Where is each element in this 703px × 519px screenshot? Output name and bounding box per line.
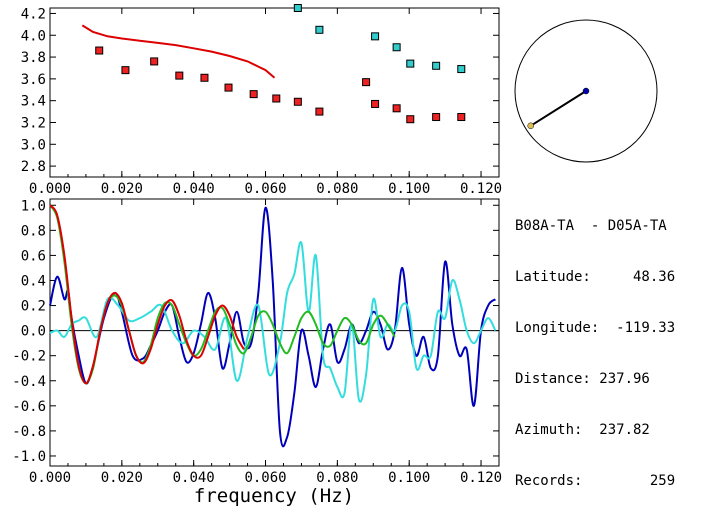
top-data-marks xyxy=(81,4,466,124)
top-y-tick-label: 3.0 xyxy=(21,137,46,153)
top-x-tick-label: 0.120 xyxy=(460,181,502,197)
bottom-x-tick-label: 0.040 xyxy=(173,470,215,486)
red-data-point xyxy=(224,83,233,92)
bottom-y-tick-label: -0.6 xyxy=(12,399,46,415)
station-center-dot xyxy=(582,87,590,95)
red-data-point xyxy=(249,90,258,99)
top-y-tick-label: 3.2 xyxy=(21,115,46,131)
x-axis-title: frequency (Hz) xyxy=(194,485,354,507)
red-data-point xyxy=(200,73,209,82)
red-data-point xyxy=(95,46,104,55)
latitude-readout: Latitude: 48.36 xyxy=(515,269,676,285)
bottom-y-tick-label: 0.4 xyxy=(21,273,46,289)
red-data-point xyxy=(432,113,441,122)
bottom-x-tick-label: 0.060 xyxy=(244,470,286,486)
red-data-point xyxy=(457,113,466,122)
top-x-tick-label: 0.060 xyxy=(244,181,286,197)
cyan-data-point xyxy=(315,25,324,34)
bottom-x-tick-label: 0.000 xyxy=(29,470,71,486)
bottom-x-tick-label: 0.020 xyxy=(101,470,143,486)
bottom-x-tick-label: 0.120 xyxy=(460,470,502,486)
cyan-correlation-line xyxy=(49,241,497,403)
top-y-tick-label: 3.8 xyxy=(21,50,46,66)
red-data-point xyxy=(150,57,159,66)
top-y-tick-label: 3.4 xyxy=(21,94,46,110)
bottom-y-tick-label: -0.2 xyxy=(12,349,46,365)
red-data-point xyxy=(392,104,401,113)
top-x-tick-label: 0.020 xyxy=(101,181,143,197)
red-data-point xyxy=(362,78,371,87)
azimuth-dial xyxy=(514,19,658,163)
top-x-tick-label: 0.100 xyxy=(388,181,430,197)
red-data-point xyxy=(315,107,324,116)
cyan-data-point xyxy=(457,65,466,74)
top-y-tick-label: 2.8 xyxy=(21,159,46,175)
phase-velocity-chart: 2.8 3.0 3.2 3.4 3.6 3.8 4.0 4.2 0.000 0.020 0.040… xyxy=(21,4,502,197)
top-y-tick-label: 3.6 xyxy=(21,72,46,88)
bottom-x-tick-label: 0.080 xyxy=(316,470,358,486)
red-data-point xyxy=(272,94,281,103)
station-end-dot xyxy=(527,122,534,130)
bottom-y-tick-label: 1.0 xyxy=(21,198,46,214)
top-x-tick-label: 0.080 xyxy=(316,181,358,197)
red-data-point xyxy=(371,99,380,108)
bottom-data-marks xyxy=(49,204,499,448)
bottom-x-axis: 0.000 0.020 0.040 0.060 0.080 0.100 0.120 xyxy=(29,199,502,486)
bottom-y-tick-label: 0.6 xyxy=(21,248,46,264)
red-data-point xyxy=(175,71,184,80)
top-plot-frame xyxy=(49,7,500,178)
azimuth-readout: Azimuth: 237.82 xyxy=(515,422,650,438)
cyan-data-point xyxy=(406,59,415,68)
top-y-tick-label: 4.2 xyxy=(21,6,46,22)
station-pair: B08A-TA - D05A-TA xyxy=(515,218,667,234)
correlation-chart: 1.0 0.8 0.6 0.4 0.2 0.0 -0.2 -0.4 -0.6 -0.8 -1.0 0… xyxy=(12,198,502,507)
top-x-axis: 0.000 0.020 0.040 0.060 0.080 0.100 0.120 xyxy=(29,8,502,197)
azimuth-line xyxy=(530,90,587,127)
bottom-y-tick-label: -0.4 xyxy=(12,374,46,390)
station-info-panel: B08A-TA - D05A-TA Latitude: 48.36 Longit… xyxy=(515,184,675,507)
bottom-y-tick-label: 0.8 xyxy=(21,223,46,239)
bottom-y-tick-label: 0.0 xyxy=(21,324,46,340)
cyan-data-point xyxy=(392,43,401,52)
bottom-y-tick-label: 0.2 xyxy=(21,299,46,315)
red-dispersion-curve xyxy=(81,24,276,79)
red-data-point xyxy=(293,97,302,106)
cyan-data-point xyxy=(432,61,441,70)
red-data-point xyxy=(406,115,415,124)
top-x-tick-label: 0.040 xyxy=(173,181,215,197)
blue-correlation-line xyxy=(49,206,497,448)
distance-readout: Distance: 237.96 xyxy=(515,371,650,387)
cyan-data-point xyxy=(371,32,380,41)
top-y-axis: 2.8 3.0 3.2 3.4 3.6 3.8 4.0 4.2 xyxy=(21,6,499,175)
cyan-data-point xyxy=(293,4,302,12)
top-y-tick-label: 4.0 xyxy=(21,28,46,44)
records-readout: Records: 259 xyxy=(515,473,676,489)
red-correlation-line xyxy=(49,204,245,385)
bottom-y-tick-label: -0.8 xyxy=(12,424,46,440)
longitude-readout: Longitude: -119.33 xyxy=(515,320,676,336)
top-x-tick-label: 0.000 xyxy=(29,181,71,197)
red-data-point xyxy=(121,66,130,75)
bottom-y-axis: 1.0 0.8 0.6 0.4 0.2 0.0 -0.2 -0.4 -0.6 -0.8 -1.0 xyxy=(12,198,499,465)
bottom-y-tick-label: -1.0 xyxy=(12,449,46,465)
bottom-x-tick-label: 0.100 xyxy=(388,470,430,486)
